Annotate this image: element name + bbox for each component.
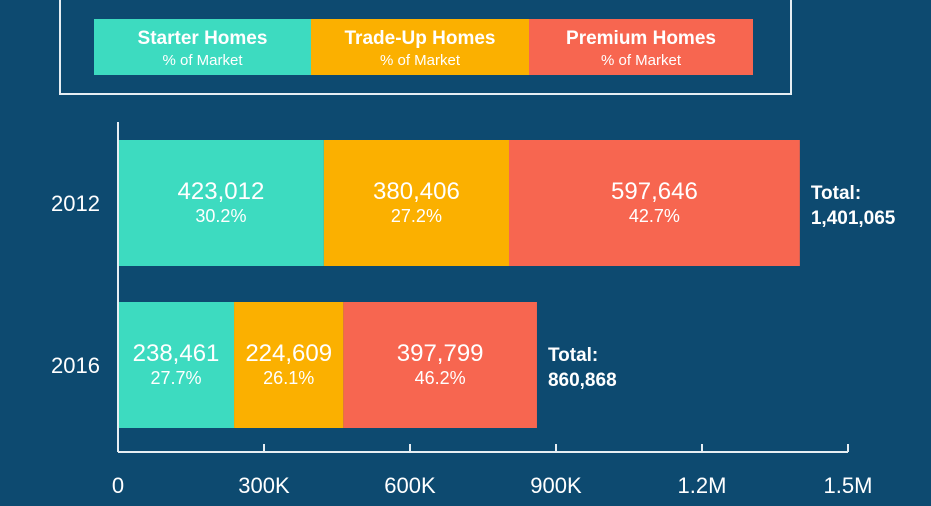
legend-sublabel: % of Market — [601, 52, 682, 69]
bar-segment — [118, 140, 324, 266]
legend-label: Starter Homes — [138, 28, 268, 49]
bar-percent-label: 27.7% — [151, 368, 202, 388]
bar-value-label: 224,609 — [245, 340, 332, 367]
bar-segment — [234, 302, 344, 428]
total-label: Total: — [811, 183, 861, 204]
bar-segment — [343, 302, 537, 428]
legend-label: Premium Homes — [566, 28, 716, 49]
bar-percent-label: 46.2% — [415, 368, 466, 388]
total-value: 1,401,065 — [811, 208, 896, 229]
bar-segment — [323, 140, 509, 266]
legend-swatch — [94, 19, 311, 75]
y-tick-label: 2016 — [51, 353, 100, 378]
bar-percent-label: 26.1% — [263, 368, 314, 388]
bar-value-label: 238,461 — [133, 340, 220, 367]
x-tick-label: 1.2M — [678, 473, 727, 498]
x-tick-label: 300K — [238, 473, 290, 498]
legend: Starter Homes % of Market Trade-Up Homes % … — [59, 0, 792, 95]
x-tick-label: 0 — [112, 473, 124, 498]
legend-swatch — [529, 19, 753, 75]
total-label: Total: — [548, 345, 598, 366]
x-tick-label: 1.5M — [824, 473, 873, 498]
legend-swatch — [311, 19, 529, 75]
x-axis: 0 300K 600K 900K 1.2M 1.5M — [112, 122, 873, 498]
bar-segment — [508, 140, 800, 266]
legend-frame — [59, 0, 792, 95]
y-axis-labels: 2012 2016 — [51, 191, 100, 378]
bar-value-label: 380,406 — [373, 178, 460, 205]
bar-percent-label: 42.7% — [629, 206, 680, 226]
y-tick-label: 2012 — [51, 191, 100, 216]
bar-value-label: 423,012 — [178, 178, 265, 205]
x-tick-label: 600K — [384, 473, 436, 498]
total-value: 860,868 — [548, 370, 617, 391]
legend-label: Trade-Up Homes — [345, 28, 496, 49]
legend-sublabel: % of Market — [162, 52, 243, 69]
bar-percent-label: 30.2% — [195, 206, 246, 226]
bar-value-label: 397,799 — [397, 340, 484, 367]
bar-percent-label: 27.2% — [391, 206, 442, 226]
x-tick-label: 900K — [530, 473, 582, 498]
legend-sublabel: % of Market — [380, 52, 461, 69]
bar-segment — [118, 302, 235, 428]
bar-value-label: 597,646 — [611, 178, 698, 205]
